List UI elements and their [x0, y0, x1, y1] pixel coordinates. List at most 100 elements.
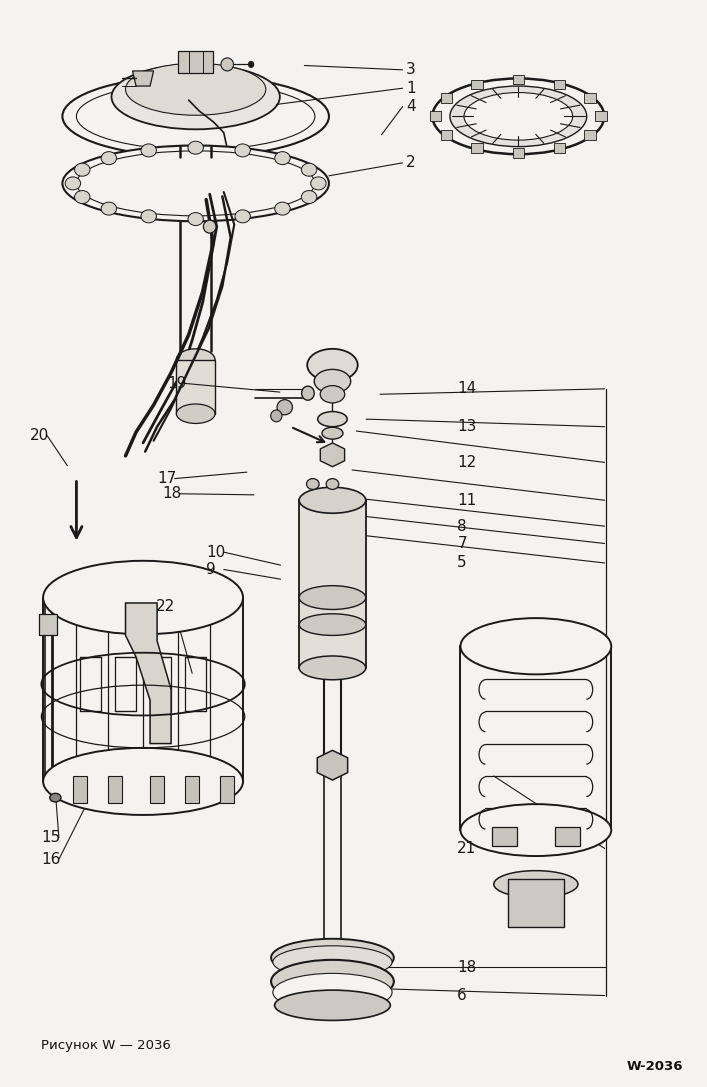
- Ellipse shape: [235, 143, 250, 157]
- Text: 6: 6: [457, 988, 467, 1003]
- Ellipse shape: [464, 92, 573, 140]
- Ellipse shape: [271, 960, 394, 1003]
- Ellipse shape: [274, 990, 390, 1021]
- Text: 22: 22: [156, 599, 175, 614]
- Bar: [299, 500, 366, 667]
- Ellipse shape: [101, 152, 117, 164]
- Text: 11: 11: [457, 492, 477, 508]
- Polygon shape: [317, 750, 348, 780]
- Ellipse shape: [307, 478, 319, 489]
- Ellipse shape: [76, 151, 315, 216]
- Ellipse shape: [493, 871, 578, 898]
- Ellipse shape: [320, 386, 345, 403]
- Text: 13: 13: [457, 420, 477, 434]
- Polygon shape: [320, 442, 344, 466]
- Bar: [585, 129, 595, 139]
- Ellipse shape: [248, 61, 254, 67]
- Text: 8: 8: [457, 518, 467, 534]
- Ellipse shape: [43, 561, 243, 635]
- Ellipse shape: [326, 478, 339, 489]
- Ellipse shape: [299, 586, 366, 610]
- Polygon shape: [126, 603, 171, 744]
- Ellipse shape: [299, 614, 366, 636]
- Ellipse shape: [43, 748, 243, 815]
- Bar: [508, 878, 564, 927]
- Ellipse shape: [460, 619, 612, 674]
- Ellipse shape: [112, 64, 280, 129]
- Ellipse shape: [271, 410, 282, 422]
- Text: 10: 10: [206, 545, 226, 560]
- Text: 16: 16: [41, 852, 61, 866]
- Ellipse shape: [310, 177, 326, 190]
- Text: 1: 1: [406, 80, 416, 96]
- Ellipse shape: [204, 221, 216, 233]
- Ellipse shape: [460, 804, 612, 857]
- Text: 12: 12: [457, 454, 477, 470]
- Text: 9: 9: [206, 562, 216, 577]
- Bar: [73, 776, 87, 803]
- Bar: [108, 776, 122, 803]
- Text: 2: 2: [406, 155, 416, 171]
- Text: 4: 4: [406, 99, 416, 114]
- Text: 18: 18: [457, 960, 477, 975]
- Bar: [220, 776, 234, 803]
- Bar: [40, 614, 57, 636]
- Text: Рисунок W — 2036: Рисунок W — 2036: [41, 1039, 171, 1052]
- Bar: [441, 93, 452, 103]
- Ellipse shape: [308, 349, 358, 382]
- Bar: [585, 93, 595, 103]
- Bar: [185, 776, 199, 803]
- Ellipse shape: [221, 58, 233, 71]
- Bar: [430, 112, 441, 121]
- Bar: [176, 360, 215, 414]
- Ellipse shape: [433, 78, 604, 154]
- Bar: [554, 143, 566, 153]
- Ellipse shape: [275, 152, 290, 164]
- Bar: [441, 129, 452, 139]
- Bar: [513, 75, 524, 85]
- Ellipse shape: [275, 202, 290, 215]
- Ellipse shape: [450, 86, 587, 147]
- Ellipse shape: [126, 63, 266, 115]
- Ellipse shape: [322, 427, 343, 439]
- Ellipse shape: [301, 190, 317, 203]
- Ellipse shape: [101, 202, 117, 215]
- Text: 14: 14: [457, 382, 477, 397]
- Ellipse shape: [273, 973, 392, 1011]
- Ellipse shape: [299, 487, 366, 513]
- Bar: [491, 827, 517, 847]
- Text: 15: 15: [41, 830, 61, 846]
- Ellipse shape: [188, 213, 204, 226]
- Ellipse shape: [62, 76, 329, 157]
- Ellipse shape: [188, 141, 204, 154]
- Ellipse shape: [277, 400, 293, 415]
- Ellipse shape: [302, 386, 314, 400]
- Ellipse shape: [271, 939, 394, 976]
- Bar: [513, 148, 524, 158]
- Ellipse shape: [74, 163, 90, 176]
- Ellipse shape: [74, 190, 90, 203]
- Text: 19: 19: [168, 376, 187, 391]
- Ellipse shape: [299, 655, 366, 679]
- Text: 5: 5: [457, 555, 467, 571]
- Bar: [472, 143, 483, 153]
- Bar: [472, 79, 483, 89]
- Text: 3: 3: [406, 62, 416, 77]
- Text: 17: 17: [157, 471, 176, 486]
- Bar: [554, 79, 566, 89]
- Ellipse shape: [235, 210, 250, 223]
- Polygon shape: [178, 51, 214, 73]
- Bar: [555, 827, 580, 847]
- Ellipse shape: [49, 794, 61, 802]
- Ellipse shape: [317, 412, 347, 427]
- Bar: [595, 112, 607, 121]
- Ellipse shape: [314, 370, 351, 393]
- Bar: [150, 776, 164, 803]
- Text: 18: 18: [162, 486, 181, 501]
- Ellipse shape: [65, 177, 81, 190]
- Ellipse shape: [62, 146, 329, 222]
- Ellipse shape: [273, 946, 392, 978]
- Ellipse shape: [76, 83, 315, 150]
- Ellipse shape: [141, 143, 156, 157]
- Text: 20: 20: [30, 428, 49, 442]
